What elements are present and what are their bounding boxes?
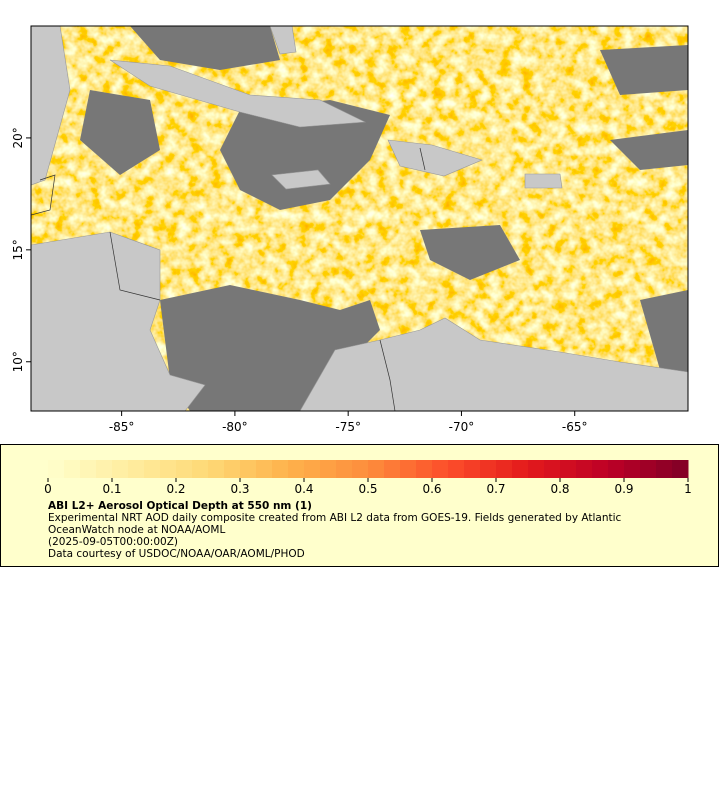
colorbar-segment — [48, 460, 65, 478]
x-tick-label: -85° — [109, 420, 135, 434]
axes: -85° -80° -75° -70° -65° 10° 15° 20° — [11, 127, 588, 434]
x-tick-label: -70° — [449, 420, 475, 434]
colorbar-segment — [624, 460, 641, 478]
colorbar-segment — [544, 460, 561, 478]
colorbar-segment — [336, 460, 353, 478]
legend-text: ABI L2+ Aerosol Optical Depth at 550 nm … — [48, 500, 673, 560]
y-tick-label: 20° — [11, 127, 25, 148]
colorbar-tick-label: 0.7 — [486, 482, 505, 496]
colorbar-tick-label: 0 — [44, 482, 52, 496]
colorbar-segment — [384, 460, 401, 478]
colorbar-segment — [608, 460, 625, 478]
colorbar-tick-label: 0.6 — [422, 482, 441, 496]
colorbar-segment — [576, 460, 593, 478]
colorbar-segment — [320, 460, 337, 478]
map-frame — [30, 25, 689, 412]
x-tick-label: -65° — [562, 420, 588, 434]
legend-time: (2025-09-05T00:00:00Z) — [48, 536, 178, 548]
colorbar-segment — [464, 460, 481, 478]
x-tick-label: -75° — [335, 420, 361, 434]
colorbar-segment — [240, 460, 257, 478]
colorbar-segment — [128, 460, 145, 478]
colorbar-segment — [448, 460, 465, 478]
colorbar-tick-label: 0.2 — [166, 482, 185, 496]
colorbar-segment — [560, 460, 577, 478]
colorbar-segment — [400, 460, 417, 478]
colorbar-tick-label: 1 — [684, 482, 692, 496]
colorbar-segment — [192, 460, 209, 478]
map-raster — [31, 26, 688, 411]
colorbar-segment — [592, 460, 609, 478]
colorbar-segment — [224, 460, 241, 478]
colorbar-segment — [96, 460, 113, 478]
colorbar-segment — [672, 460, 689, 478]
colorbar-segment — [80, 460, 97, 478]
colorbar-tick-label: 0.1 — [102, 482, 121, 496]
colorbar-segment — [176, 460, 193, 478]
colorbar-segment — [432, 460, 449, 478]
land — [31, 26, 688, 411]
colorbar-segment — [64, 460, 81, 478]
legend-description: Experimental NRT AOD daily composite cre… — [48, 512, 622, 536]
colorbar-tick-label: 0.9 — [614, 482, 633, 496]
colorbar-tick-label: 0.5 — [358, 482, 377, 496]
colorbar-segment — [144, 460, 161, 478]
colorbar-segment — [416, 460, 433, 478]
x-tick-label: -80° — [222, 420, 248, 434]
colorbar-segment — [256, 460, 273, 478]
y-tick-label: 10° — [11, 351, 25, 372]
colorbar-segment — [208, 460, 225, 478]
borders — [31, 147, 426, 411]
colorbar-segment — [368, 460, 385, 478]
colorbar-segment — [304, 460, 321, 478]
colorbar-segment — [352, 460, 369, 478]
colorbar-segment — [496, 460, 513, 478]
legend-title: ABI L2+ Aerosol Optical Depth at 550 nm … — [48, 500, 312, 512]
colorbar-segment — [288, 460, 305, 478]
y-tick-label: 15° — [11, 239, 25, 260]
colorbar-segment — [656, 460, 673, 478]
colorbar-tick-label: 0.4 — [294, 482, 313, 496]
colorbar-segment — [272, 460, 289, 478]
colorbar-segment — [640, 460, 657, 478]
legend-credit: Data courtesy of USDOC/NOAA/OAR/AOML/PHO… — [48, 548, 305, 560]
colorbar: 0 0.1 0.2 0.3 0.4 0.5 0.6 0.7 0.8 0.9 1 — [44, 460, 692, 496]
colorbar-tick-label: 0.8 — [550, 482, 569, 496]
colorbar-segment — [512, 460, 529, 478]
colorbar-segment — [112, 460, 129, 478]
colorbar-segment — [528, 460, 545, 478]
colorbar-tick-label: 0.3 — [230, 482, 249, 496]
colorbar-segment — [160, 460, 177, 478]
colorbar-segment — [480, 460, 497, 478]
